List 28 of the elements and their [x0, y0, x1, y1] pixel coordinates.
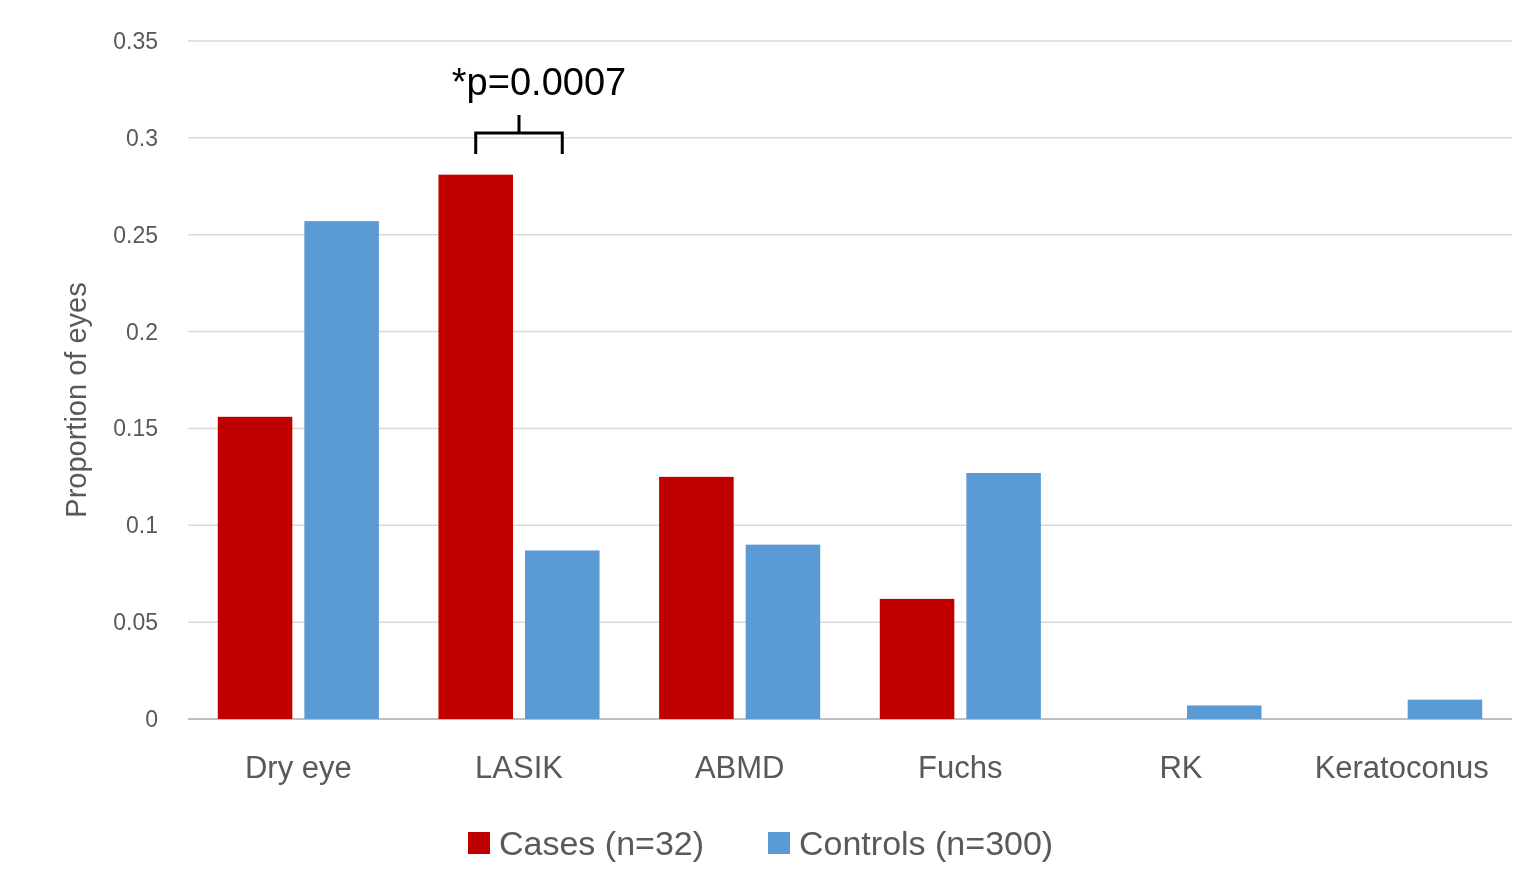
- bar: [217, 416, 293, 719]
- y-tick-label: 0.25: [113, 221, 158, 248]
- bar: [1407, 699, 1483, 719]
- y-tick-label: 0.05: [113, 609, 158, 636]
- bar: [525, 550, 600, 719]
- bar: [659, 476, 734, 719]
- bar: [966, 472, 1041, 719]
- y-tick-label: 0.2: [126, 318, 158, 345]
- y-axis-title: Proportion of eyes: [60, 282, 92, 518]
- x-tick-label: ABMD: [694, 750, 785, 785]
- bar: [745, 544, 821, 719]
- y-tick-label: 0.3: [126, 124, 158, 151]
- legend-label: Controls (n=300): [799, 823, 1054, 862]
- y-tick-label: 0.35: [113, 28, 158, 55]
- x-tick-label: LASIK: [475, 750, 564, 785]
- x-tick-label: Keratoconus: [1314, 750, 1489, 785]
- x-tick-label: Dry eye: [244, 750, 352, 785]
- bar: [304, 221, 379, 719]
- bar: [438, 174, 513, 719]
- legend-label: Cases (n=32): [499, 823, 705, 862]
- x-tick-label: RK: [1159, 750, 1203, 785]
- x-tick-label: Fuchs: [918, 750, 1003, 785]
- y-tick-label: 0.1: [126, 512, 158, 539]
- y-tick-label: 0.15: [113, 415, 158, 442]
- y-tick-label: 0: [145, 706, 158, 733]
- bar: [879, 598, 955, 719]
- annotation: *p=0.0007: [451, 61, 627, 103]
- bar: [1187, 705, 1262, 719]
